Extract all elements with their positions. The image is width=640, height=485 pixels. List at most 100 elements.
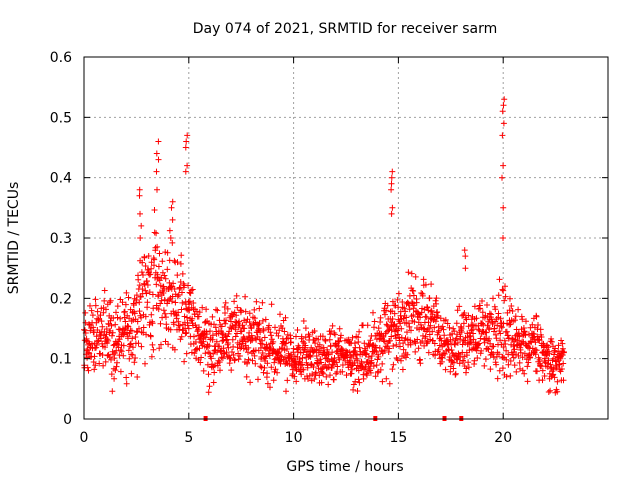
data-point — [149, 341, 156, 348]
data-point — [486, 326, 493, 333]
data-point — [94, 308, 101, 315]
data-point — [313, 353, 320, 359]
data-point — [441, 332, 448, 339]
data-point — [155, 263, 162, 270]
data-point — [475, 326, 482, 333]
data-point — [412, 348, 419, 355]
data-point — [371, 324, 377, 331]
data-point — [503, 356, 510, 363]
data-point — [525, 359, 532, 366]
data-point — [388, 180, 395, 187]
data-point — [257, 363, 264, 370]
data-point — [187, 290, 194, 297]
data-point — [293, 333, 299, 340]
data-point — [326, 336, 333, 343]
data-point — [299, 361, 306, 368]
data-point — [299, 355, 306, 361]
data-point — [142, 313, 149, 320]
data-point — [322, 361, 329, 368]
data-point — [130, 344, 136, 351]
data-point — [398, 357, 404, 364]
data-point — [370, 309, 376, 316]
data-point — [415, 310, 422, 317]
data-point — [151, 207, 158, 213]
data-point — [120, 352, 127, 359]
data-point — [86, 321, 92, 328]
data-point — [231, 298, 238, 305]
data-point — [203, 306, 210, 313]
data-point — [327, 372, 333, 379]
data-point — [398, 334, 405, 341]
data-point — [96, 360, 103, 367]
data-point — [428, 281, 435, 288]
data-point — [146, 289, 153, 296]
data-point — [226, 360, 233, 367]
data-point — [339, 368, 346, 375]
data-point — [182, 330, 189, 337]
data-point — [545, 389, 552, 395]
data-point — [266, 322, 272, 329]
data-point — [229, 322, 236, 329]
data-point — [169, 198, 176, 205]
data-point — [488, 311, 495, 318]
data-point — [140, 324, 147, 331]
data-point — [162, 275, 169, 282]
data-point — [123, 380, 130, 387]
data-point — [422, 333, 429, 340]
data-point — [446, 324, 453, 331]
data-point — [500, 204, 507, 211]
data-point — [184, 162, 191, 169]
data-point — [554, 378, 561, 385]
data-point — [393, 341, 400, 348]
data-point — [384, 302, 391, 309]
data-point — [245, 344, 252, 351]
data-point — [117, 368, 124, 375]
data-point — [272, 324, 278, 331]
data-point — [417, 321, 424, 328]
data-point — [84, 354, 91, 361]
data-point — [535, 322, 541, 328]
data-point — [125, 294, 132, 301]
y-axis-label: SRMTID / TECUs — [6, 182, 22, 295]
data-point — [147, 271, 154, 278]
data-point — [257, 329, 264, 336]
data-point — [411, 302, 418, 309]
data-point — [503, 347, 510, 354]
data-point — [310, 364, 317, 370]
data-point — [110, 315, 117, 322]
data-point — [388, 174, 395, 181]
data-point — [547, 387, 554, 394]
data-point — [399, 299, 406, 305]
data-point — [171, 257, 178, 264]
data-point — [383, 375, 390, 382]
data-point — [221, 304, 228, 310]
data-point — [123, 374, 130, 381]
data-point — [117, 315, 124, 322]
data-point — [425, 319, 432, 326]
data-point — [507, 295, 513, 302]
data-point — [302, 342, 309, 349]
data-point — [407, 341, 414, 348]
data-point — [559, 345, 566, 352]
data-point — [344, 354, 351, 361]
data-point — [174, 293, 181, 300]
data-point — [368, 359, 375, 366]
data-point — [252, 360, 259, 367]
data-point — [486, 335, 493, 342]
data-point — [267, 329, 274, 336]
data-point — [470, 330, 477, 337]
data-point — [474, 355, 481, 361]
data-point — [464, 352, 470, 359]
data-point — [325, 381, 332, 388]
data-point — [394, 331, 401, 338]
data-point — [512, 317, 518, 324]
data-point — [205, 389, 212, 396]
data-point — [276, 327, 283, 334]
data-point — [288, 339, 294, 346]
data-point — [87, 327, 94, 334]
data-point — [236, 353, 243, 359]
data-point — [183, 350, 190, 357]
data-point — [139, 259, 146, 266]
data-point — [410, 312, 417, 318]
